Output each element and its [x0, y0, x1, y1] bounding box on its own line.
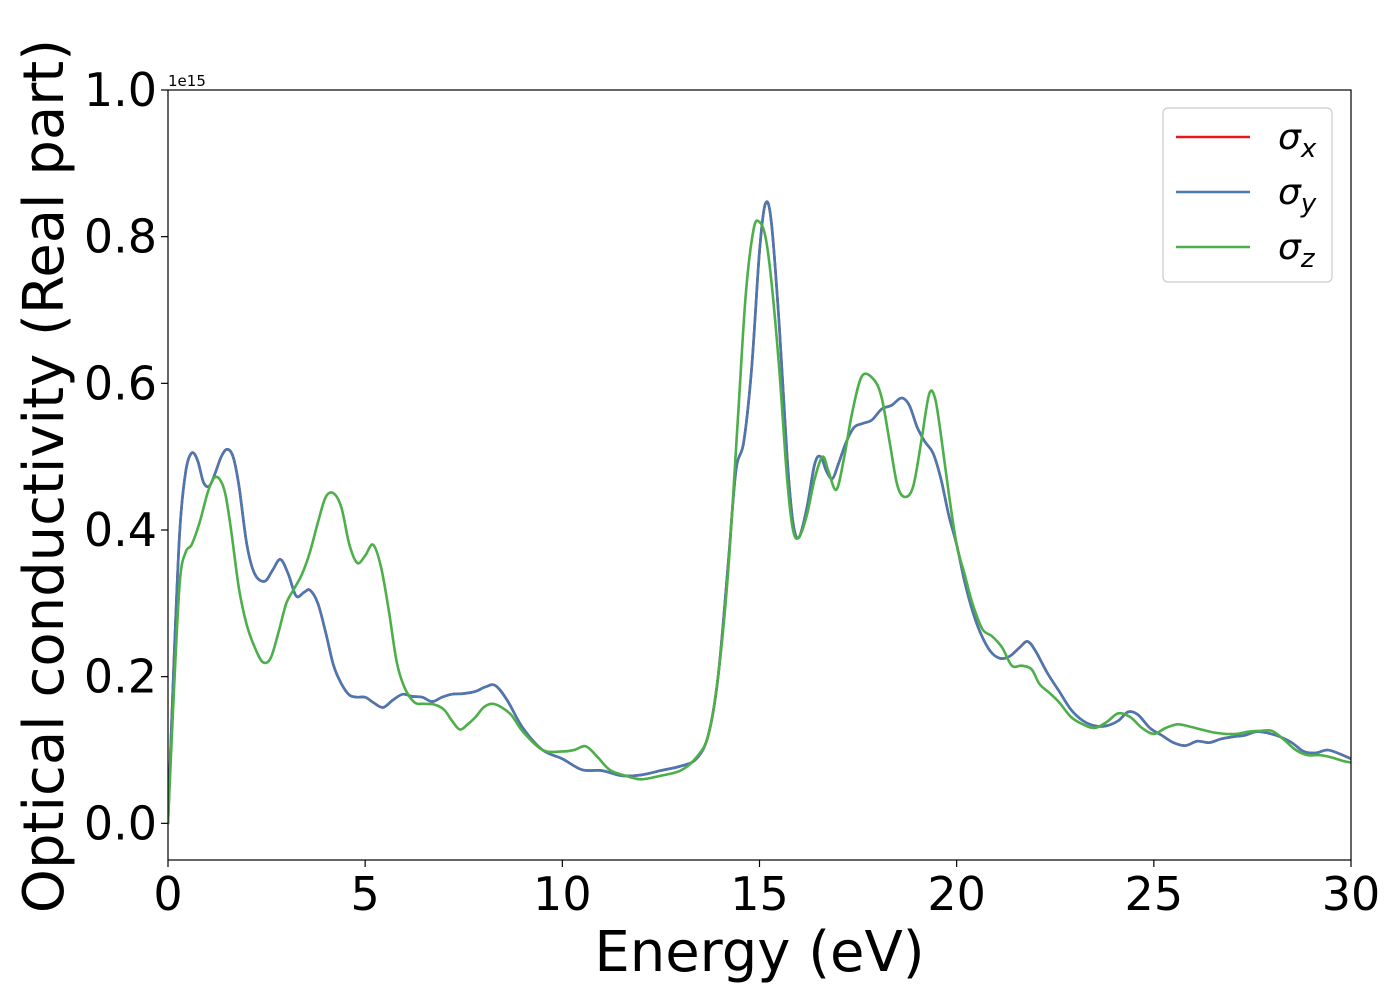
y-tick-label: 0.2 — [84, 650, 157, 704]
y-offset-label: 1e15 — [168, 72, 206, 90]
x-tick-label: 20 — [927, 867, 986, 921]
x-axis-label: Energy (eV) — [594, 920, 924, 985]
y-tick-label: 0.6 — [84, 356, 157, 410]
series-layer — [168, 200, 1351, 825]
legend-symbol: σ — [1278, 117, 1302, 158]
legend-label-y: σy — [1278, 172, 1317, 219]
x-tick-label: 25 — [1125, 867, 1184, 921]
legend-box — [1162, 107, 1333, 283]
y-tick-label: 0.0 — [84, 796, 157, 850]
x-tick-label: 10 — [533, 867, 592, 921]
y-axis-label: Optical conductivity (Real part) — [12, 39, 77, 913]
legend-label-x: σx — [1278, 117, 1317, 164]
legend-subscript: z — [1300, 244, 1316, 274]
legend-subscript: x — [1300, 134, 1317, 164]
x-tick-label: 30 — [1322, 867, 1381, 921]
series-line-y — [168, 200, 1351, 825]
x-tick-label: 15 — [730, 867, 789, 921]
y-tick-label: 0.4 — [84, 503, 157, 557]
x-tick-label: 5 — [351, 867, 380, 921]
legend-symbol: σ — [1278, 227, 1302, 268]
legend-symbol: σ — [1278, 172, 1302, 213]
x-tick-label: 0 — [153, 867, 182, 921]
y-tick-label: 0.8 — [84, 210, 157, 264]
y-axis: 0.0 0.2 0.4 0.6 0.8 1.0 — [84, 63, 168, 850]
legend-subscript: y — [1300, 189, 1317, 219]
y-tick-label: 1.0 — [84, 63, 157, 117]
x-axis: 0 5 10 15 20 25 30 — [153, 860, 1380, 921]
series-line-z — [168, 219, 1351, 825]
legend-label-z: σz — [1278, 227, 1316, 274]
